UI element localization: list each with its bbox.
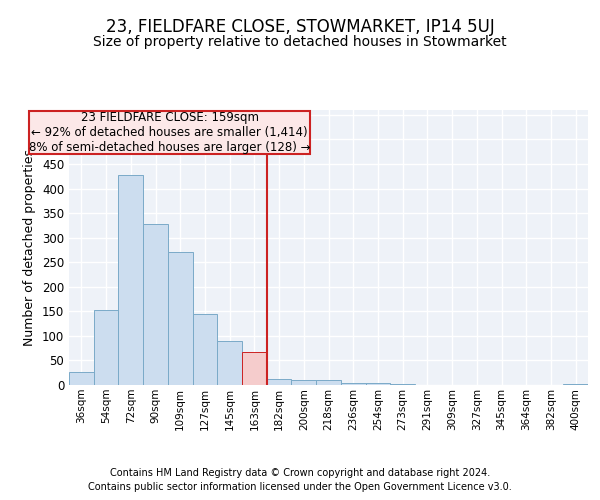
Bar — [365, 383, 390, 385]
Bar — [193, 314, 217, 385]
Bar — [316, 380, 341, 385]
Bar — [168, 252, 193, 385]
Bar — [143, 224, 168, 385]
Text: 23, FIELDFARE CLOSE, STOWMARKET, IP14 5UJ: 23, FIELDFARE CLOSE, STOWMARKET, IP14 5U… — [106, 18, 494, 36]
Text: Size of property relative to detached houses in Stowmarket: Size of property relative to detached ho… — [93, 35, 507, 49]
Bar — [94, 310, 118, 385]
Bar — [69, 372, 94, 385]
Bar — [292, 380, 316, 385]
Text: Contains HM Land Registry data © Crown copyright and database right 2024.: Contains HM Land Registry data © Crown c… — [110, 468, 490, 477]
Bar — [341, 382, 365, 385]
Bar — [390, 384, 415, 385]
Bar — [267, 379, 292, 385]
Bar — [217, 341, 242, 385]
Text: Contains public sector information licensed under the Open Government Licence v3: Contains public sector information licen… — [88, 482, 512, 492]
Y-axis label: Number of detached properties: Number of detached properties — [23, 149, 37, 346]
Bar — [118, 175, 143, 385]
Bar — [563, 384, 588, 385]
Bar — [242, 352, 267, 385]
Text: 23 FIELDFARE CLOSE: 159sqm
← 92% of detached houses are smaller (1,414)
8% of se: 23 FIELDFARE CLOSE: 159sqm ← 92% of deta… — [29, 112, 310, 154]
